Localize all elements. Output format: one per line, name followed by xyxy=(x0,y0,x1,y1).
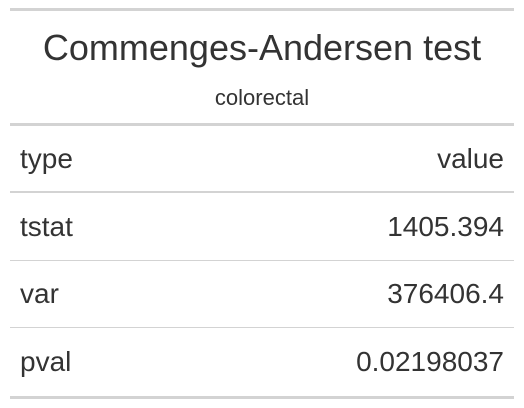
table-header-row: type value xyxy=(10,126,514,193)
column-header-type: type xyxy=(20,142,73,174)
table-subtitle: colorectal xyxy=(10,81,514,126)
table-row: tstat 1405.394 xyxy=(10,193,514,260)
row-type-cell: var xyxy=(20,278,59,309)
table-row: var 376406.4 xyxy=(10,260,514,327)
row-value-cell: 0.02198037 xyxy=(356,346,504,377)
row-type-cell: pval xyxy=(20,346,72,377)
table-row: pval 0.02198037 xyxy=(10,327,514,396)
row-value-cell: 1405.394 xyxy=(387,210,504,242)
column-header-value: value xyxy=(437,142,504,174)
table-title: Commenges-Andersen test xyxy=(42,27,482,68)
table-body: tstat 1405.394 var 376406.4 pval 0.02198… xyxy=(10,193,514,396)
results-table: Commenges-Andersen test colorectal type … xyxy=(10,8,514,399)
row-value-cell: 376406.4 xyxy=(387,278,504,309)
row-type-cell: tstat xyxy=(20,210,73,242)
